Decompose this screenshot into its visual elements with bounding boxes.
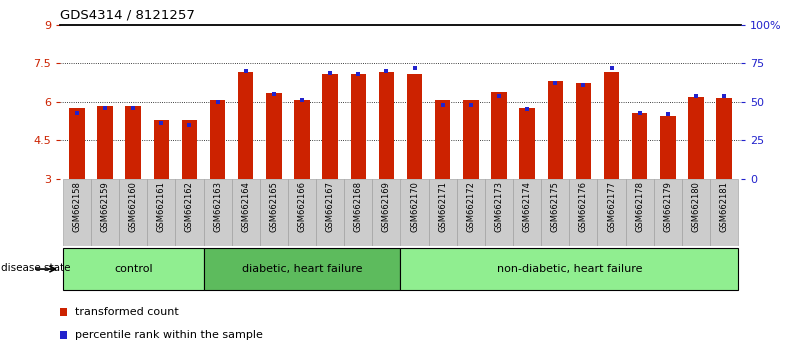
Text: GSM662170: GSM662170 — [410, 182, 419, 232]
Text: GSM662175: GSM662175 — [551, 182, 560, 232]
Bar — [69, 108, 85, 179]
Bar — [548, 81, 563, 179]
Bar — [351, 74, 366, 179]
Bar — [604, 72, 619, 179]
Text: GSM662177: GSM662177 — [607, 182, 616, 233]
Text: GSM662169: GSM662169 — [382, 182, 391, 232]
Bar — [491, 92, 507, 179]
Bar — [260, 179, 288, 246]
Bar — [182, 120, 197, 179]
Bar — [379, 72, 394, 179]
Text: GSM662159: GSM662159 — [101, 182, 110, 232]
Bar — [323, 74, 338, 179]
Bar — [660, 116, 675, 179]
Bar — [316, 179, 344, 246]
Bar — [710, 179, 738, 246]
FancyBboxPatch shape — [63, 249, 203, 290]
Bar — [463, 101, 478, 179]
Text: percentile rank within the sample: percentile rank within the sample — [75, 330, 264, 341]
Bar — [400, 179, 429, 246]
Text: GSM662174: GSM662174 — [522, 182, 532, 232]
Text: GSM662181: GSM662181 — [719, 182, 729, 232]
Text: transformed count: transformed count — [75, 307, 179, 318]
Text: GSM662173: GSM662173 — [494, 182, 504, 233]
Bar — [576, 82, 591, 179]
Text: GSM662172: GSM662172 — [466, 182, 475, 232]
Bar — [294, 101, 310, 179]
Bar — [98, 105, 113, 179]
Text: GSM662161: GSM662161 — [157, 182, 166, 232]
Bar — [175, 179, 203, 246]
Bar — [63, 179, 91, 246]
FancyBboxPatch shape — [400, 249, 738, 290]
Bar — [598, 179, 626, 246]
Text: GSM662158: GSM662158 — [72, 182, 82, 232]
Bar — [91, 179, 119, 246]
Bar — [210, 101, 225, 179]
Bar — [231, 179, 260, 246]
Bar — [519, 108, 535, 179]
Bar — [485, 179, 513, 246]
Text: GSM662168: GSM662168 — [354, 182, 363, 233]
Bar — [238, 72, 253, 179]
Text: GSM662163: GSM662163 — [213, 182, 222, 233]
Text: GDS4314 / 8121257: GDS4314 / 8121257 — [60, 9, 195, 22]
Text: GSM662160: GSM662160 — [129, 182, 138, 232]
Text: GSM662166: GSM662166 — [297, 182, 307, 233]
Bar — [203, 179, 231, 246]
Text: diabetic, heart failure: diabetic, heart failure — [242, 264, 362, 274]
Bar — [632, 113, 647, 179]
Bar — [119, 179, 147, 246]
Text: non-diabetic, heart failure: non-diabetic, heart failure — [497, 264, 642, 274]
Text: GSM662176: GSM662176 — [579, 182, 588, 233]
Text: GSM662178: GSM662178 — [635, 182, 644, 233]
Bar — [716, 98, 732, 179]
Bar — [626, 179, 654, 246]
Bar — [288, 179, 316, 246]
Text: GSM662180: GSM662180 — [691, 182, 700, 232]
Text: GSM662164: GSM662164 — [241, 182, 250, 232]
Bar — [147, 179, 175, 246]
Bar — [457, 179, 485, 246]
Bar — [407, 74, 422, 179]
FancyBboxPatch shape — [203, 249, 400, 290]
Bar — [429, 179, 457, 246]
Bar — [266, 93, 282, 179]
Bar — [344, 179, 372, 246]
Bar — [570, 179, 598, 246]
Bar — [541, 179, 570, 246]
Bar — [372, 179, 400, 246]
Bar — [682, 179, 710, 246]
Text: GSM662171: GSM662171 — [438, 182, 447, 232]
Text: disease state: disease state — [1, 263, 70, 273]
Text: GSM662165: GSM662165 — [269, 182, 279, 232]
Bar — [654, 179, 682, 246]
Bar — [126, 105, 141, 179]
Text: control: control — [114, 264, 152, 274]
Text: GSM662167: GSM662167 — [326, 182, 335, 233]
Bar — [688, 97, 703, 179]
Bar — [154, 120, 169, 179]
Text: GSM662179: GSM662179 — [663, 182, 672, 232]
Bar — [435, 101, 450, 179]
Bar — [513, 179, 541, 246]
Text: GSM662162: GSM662162 — [185, 182, 194, 232]
